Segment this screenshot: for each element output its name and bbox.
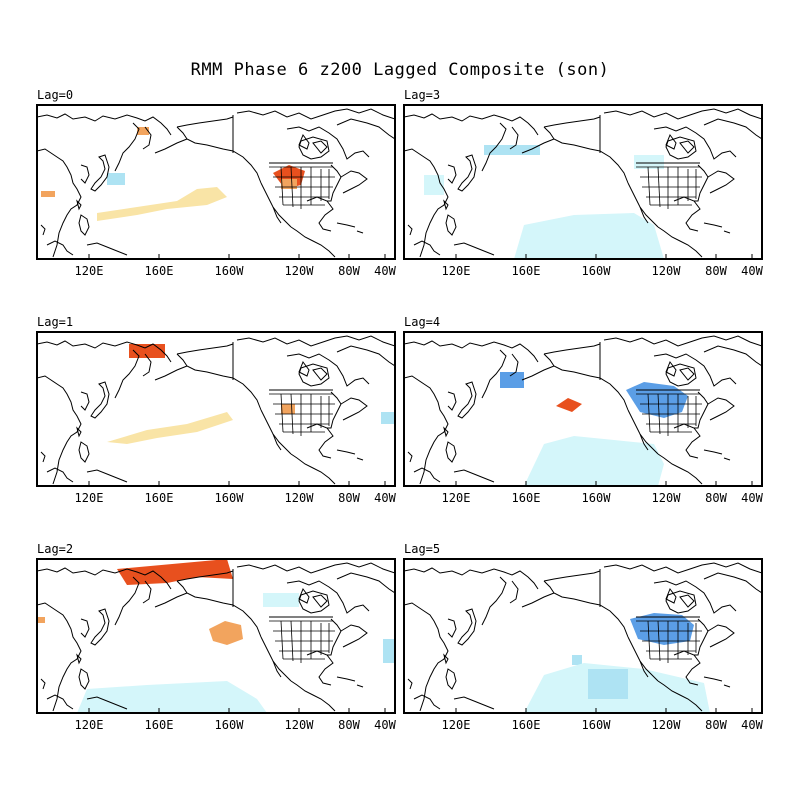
longitude-tick-label: 160E: [512, 718, 541, 732]
longitude-tick-label: 160W: [215, 491, 245, 505]
lag-label: Lag=4: [404, 315, 440, 329]
anomaly-shading: [37, 617, 45, 623]
panel-frame: [36, 331, 396, 487]
longitude-tick-label: 160E: [145, 491, 174, 505]
lag-label: Lag=0: [37, 88, 73, 102]
longitude-tick-label: 120E: [75, 491, 104, 505]
longitude-tick-label: 80W: [705, 264, 727, 278]
anomaly-shading: [41, 191, 55, 197]
anomaly-shading: [626, 382, 688, 418]
map-panel: Lag=2 120E 160E 160W 120W 80W 40W: [36, 542, 397, 732]
longitude-tick-label: 120W: [285, 718, 315, 732]
longitude-tick-label: 120W: [652, 491, 682, 505]
panel-frame: [403, 558, 763, 714]
anomaly-shading: [572, 655, 582, 665]
anomaly-shading: [383, 639, 395, 663]
anomaly-shading: [556, 398, 582, 412]
longitude-tick-label: 80W: [338, 491, 360, 505]
map-panel: Lag=0 120E 160E 160W 120W 80W 40W: [36, 88, 397, 278]
map-panel: Lag=1 120E 160E 160W 120W 80W 40W: [36, 315, 397, 505]
longitude-tick-label: 40W: [741, 718, 763, 732]
longitude-tick-label: 160W: [582, 264, 612, 278]
longitude-tick-label: 160W: [215, 718, 245, 732]
anomaly-shading: [281, 404, 295, 414]
longitude-tick-label: 160E: [145, 264, 174, 278]
longitude-tick-label: 80W: [705, 491, 727, 505]
anomaly-shading: [107, 412, 233, 444]
panel-frame: [36, 558, 396, 714]
anomaly-shading: [484, 145, 540, 155]
longitude-tick-label: 120E: [442, 718, 471, 732]
anomaly-shading: [117, 559, 233, 585]
longitude-tick-label: 120E: [442, 264, 471, 278]
anomaly-shading: [263, 593, 299, 607]
longitude-tick-label: 160W: [582, 491, 612, 505]
panel-frame: [36, 104, 396, 260]
longitude-tick-label: 80W: [338, 264, 360, 278]
map-panel: Lag=3 120E 160E 160W 120W 80W 40W: [403, 88, 764, 278]
longitude-tick-label: 160W: [215, 264, 245, 278]
anomaly-shading: [500, 372, 524, 388]
longitude-tick-label: 40W: [741, 491, 763, 505]
anomaly-shading: [634, 155, 664, 169]
anomaly-shading: [209, 621, 243, 645]
longitude-tick-label: 40W: [374, 491, 396, 505]
anomaly-shading: [514, 213, 664, 259]
longitude-tick-label: 120W: [285, 264, 315, 278]
lag-label: Lag=5: [404, 542, 440, 556]
anomaly-shading: [97, 187, 227, 221]
anomaly-shading: [281, 179, 297, 189]
anomaly-shading: [524, 436, 664, 486]
map-panel: Lag=4 120E 160E 160W 120W 80W 40W: [403, 315, 764, 505]
figure-title: RMM Phase 6 z200 Lagged Composite (son): [190, 60, 610, 80]
longitude-tick-label: 120E: [442, 491, 471, 505]
anomaly-shading: [381, 412, 395, 424]
anomaly-shading: [77, 681, 267, 713]
longitude-tick-label: 160E: [512, 491, 541, 505]
anomaly-shading: [137, 127, 149, 135]
longitude-tick-label: 40W: [374, 718, 396, 732]
longitude-tick-label: 80W: [705, 718, 727, 732]
lag-label: Lag=2: [37, 542, 73, 556]
longitude-tick-label: 160E: [512, 264, 541, 278]
anomaly-shading: [588, 669, 628, 699]
lag-label: Lag=3: [404, 88, 440, 102]
map-panel: Lag=5 120E 160E 160W 120W 80W 40W: [403, 542, 764, 732]
longitude-tick-label: 160E: [145, 718, 174, 732]
longitude-tick-label: 120E: [75, 718, 104, 732]
longitude-tick-label: 120W: [652, 264, 682, 278]
panel-frame: [403, 104, 763, 260]
longitude-tick-label: 80W: [338, 718, 360, 732]
longitude-tick-label: 120E: [75, 264, 104, 278]
lag-label: Lag=1: [37, 315, 73, 329]
longitude-tick-label: 40W: [374, 264, 396, 278]
panel-frame: [403, 331, 763, 487]
longitude-tick-label: 120W: [285, 491, 315, 505]
longitude-tick-label: 120W: [652, 718, 682, 732]
longitude-tick-label: 160W: [582, 718, 612, 732]
longitude-tick-label: 40W: [741, 264, 763, 278]
anomaly-shading: [107, 173, 125, 185]
